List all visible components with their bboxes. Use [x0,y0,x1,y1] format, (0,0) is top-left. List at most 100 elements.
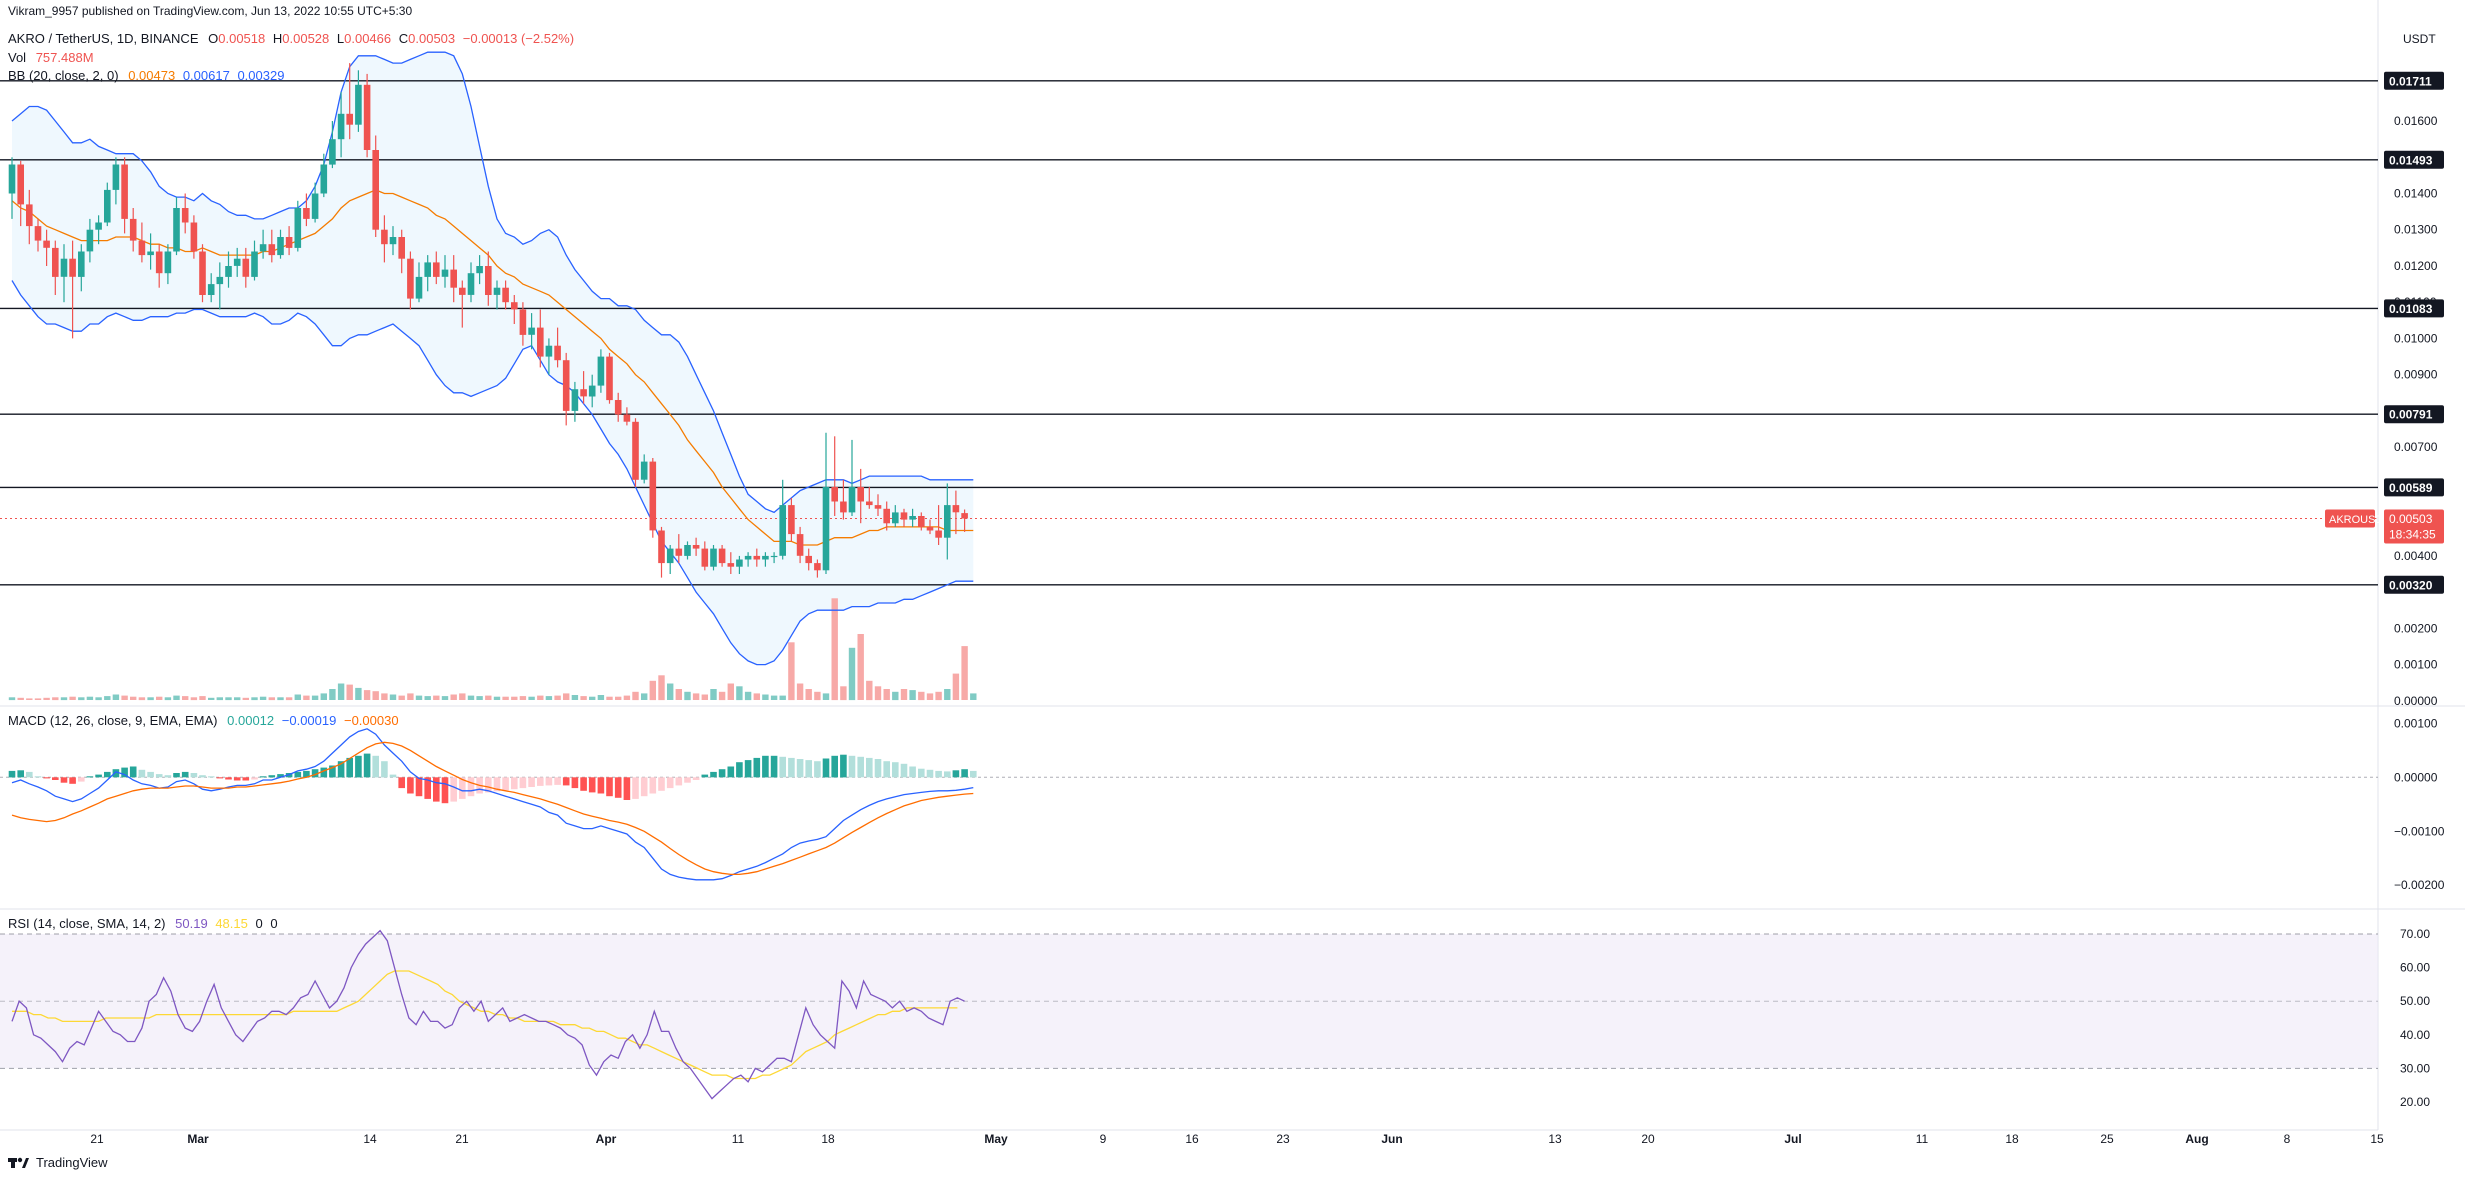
ohlc-open: 0.00518 [218,31,266,46]
volume-bar [43,697,50,700]
candle-body [78,251,85,277]
ohlc-l-label: L [336,31,345,46]
volume-bar [450,694,457,700]
candle-body [485,266,492,295]
volume-bar [8,697,16,701]
volume-bar [381,693,388,700]
macd-hist-bar [848,755,856,778]
volume-bar [701,694,708,700]
candle-body [571,389,579,411]
ohlc-low: 0.00466 [344,31,392,46]
macd-hist-bar [164,775,172,778]
candle-body [69,258,76,277]
volume-bar [216,697,223,701]
rsi-ma-value: 48.15 [215,916,248,931]
candle-body [874,505,882,509]
macd-hist-bar [900,763,908,778]
candle-body [138,240,146,256]
candle-body [311,193,319,219]
bb-legend: BB (20, close, 2, 0) 0.00473 0.00617 0.0… [8,68,284,83]
volume-bar [147,697,154,701]
candle-body [770,555,778,558]
macd-hist-bar [736,762,743,778]
volume-bar [493,696,501,700]
candle-body [415,276,423,299]
time-axis-tick: Jul [1784,1132,1801,1146]
time-axis-tick: 11 [1916,1132,1929,1146]
time-axis-tick: 13 [1548,1132,1562,1146]
price-axis-tick: 0.01600 [2394,114,2438,128]
macd-hist-bar [640,777,648,797]
candle-body [545,345,553,357]
macd-hist-bar [43,777,50,779]
candle-body [658,530,665,564]
bb-basis-value: 0.00473 [128,68,176,83]
macd-hist-bar [52,777,59,780]
macd-line [11,728,974,881]
volume-bar [398,695,405,700]
candle-body [17,164,24,205]
macd-hist-bar [259,776,267,778]
time-axis-tick: 23 [1276,1132,1290,1146]
time-axis-tick: Jun [1381,1132,1402,1146]
macd-hist-bar [580,777,587,791]
candle-body [614,400,622,415]
ohlc-h-label: H [272,31,283,46]
volume-bar [883,689,890,700]
candle-body [718,548,726,564]
volume-bar [467,695,475,700]
volume-bar [667,683,674,700]
volume-bar [415,695,423,700]
time-axis-tick: 11 [732,1132,745,1146]
rsi-zero-1: 0 [255,916,263,931]
candle-body [346,113,353,125]
candle-body [112,164,120,190]
macd-hist-bar [407,777,414,794]
macd-hist-bar [173,773,180,778]
macd-axis-tick: 0.00100 [2394,716,2438,730]
macd-hist-bar [857,756,864,778]
footer-logo[interactable]: TradingView [8,1155,108,1170]
candle-body [762,555,769,560]
volume-bar [814,691,821,701]
candle-body [164,251,172,274]
price-axis-tick: 0.01300 [2394,223,2438,237]
macd-hist-bar [294,771,302,778]
macd-hist-bar [796,759,804,778]
volume-bar [623,695,631,700]
macd-hist-bar [649,777,657,794]
candle-body [355,84,362,125]
candle-body [528,327,535,335]
macd-hist-bar [831,755,838,778]
rsi-panel [0,929,2378,1100]
volume-bar [104,696,111,700]
rsi-axis-tick: 50.00 [2400,994,2430,1008]
time-axis-tick: 15 [2370,1132,2384,1146]
candle-body [43,240,50,248]
time-axis-tick: May [984,1132,1008,1146]
candle-body [285,237,293,248]
volume-bar [822,693,830,700]
volume-bar [95,697,102,701]
macd-hist-bar [389,774,397,778]
volume-bar [970,693,977,700]
macd-hist-bar [459,777,466,799]
macd-axis-tick: −0.00200 [2394,878,2445,892]
volume-bar [121,695,128,700]
rsi-axis-tick: 60.00 [2400,961,2430,975]
candle-body [822,487,830,571]
candle-body [190,222,198,252]
level-price-tag [2384,575,2444,594]
macd-hist-bar [26,771,33,778]
price-axis-tick: 0.01400 [2394,187,2438,201]
volume-bar [900,689,908,700]
macd-hist-bar [199,775,206,778]
macd-hist-bar [779,756,786,778]
volume-bar [277,697,284,701]
macd-hist-bar [710,771,717,778]
macd-hist-bar [251,777,258,780]
macd-hist-bar [822,758,830,778]
volume-bar [69,696,76,700]
macd-hist-bar [666,777,674,789]
volume-bar [848,647,856,701]
